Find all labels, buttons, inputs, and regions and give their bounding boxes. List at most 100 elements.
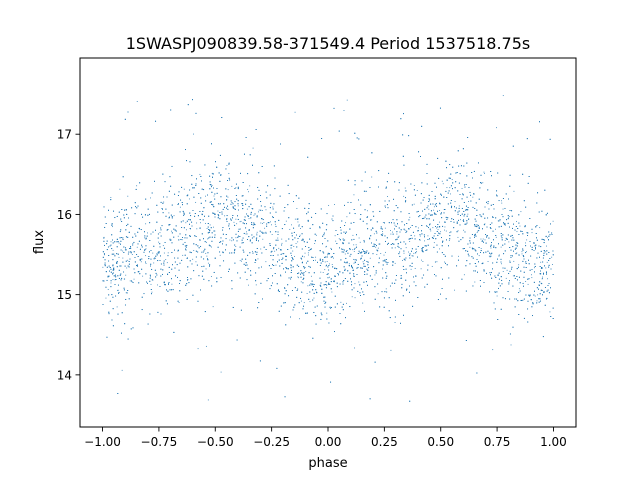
data-point — [488, 255, 490, 257]
data-point — [438, 232, 440, 234]
data-point — [116, 246, 118, 248]
data-point — [213, 195, 215, 197]
data-point — [256, 231, 258, 233]
data-point — [484, 172, 485, 174]
data-point — [163, 252, 165, 254]
data-point — [200, 222, 201, 224]
data-point — [250, 211, 252, 213]
data-point — [422, 261, 424, 262]
data-point — [411, 255, 413, 257]
data-point — [159, 232, 161, 234]
data-point — [129, 280, 131, 282]
data-point — [110, 282, 112, 284]
data-point — [334, 204, 335, 205]
data-point — [398, 246, 400, 248]
data-point — [253, 214, 255, 216]
data-point — [299, 318, 300, 320]
data-point — [494, 291, 496, 293]
data-point — [499, 220, 501, 222]
data-point — [190, 278, 192, 280]
data-point — [427, 264, 429, 266]
data-point — [178, 302, 180, 303]
data-point — [371, 219, 373, 221]
data-point — [209, 229, 211, 231]
data-point — [521, 253, 523, 255]
data-point — [153, 262, 155, 264]
data-point — [422, 250, 424, 252]
data-point — [212, 226, 214, 228]
data-point — [354, 297, 356, 299]
data-point — [390, 349, 392, 351]
data-point — [327, 254, 328, 256]
data-point — [154, 257, 156, 259]
data-point — [416, 190, 418, 191]
data-point — [330, 308, 332, 309]
data-point — [353, 244, 355, 246]
data-point — [353, 262, 355, 264]
data-point — [260, 248, 262, 250]
data-point — [171, 283, 173, 285]
data-point — [313, 297, 315, 299]
data-point — [293, 306, 295, 308]
data-point — [429, 224, 431, 226]
data-point — [377, 247, 379, 249]
data-point — [394, 224, 396, 226]
data-point — [205, 268, 207, 270]
data-point — [335, 268, 337, 269]
data-point — [376, 253, 378, 255]
data-point — [518, 254, 520, 256]
data-point — [110, 197, 112, 198]
data-point — [444, 226, 446, 228]
data-point — [394, 262, 396, 264]
data-point — [525, 280, 527, 282]
data-point — [449, 187, 451, 189]
data-point — [502, 208, 504, 210]
data-point — [150, 197, 151, 199]
data-point — [277, 237, 279, 239]
data-point — [552, 220, 554, 222]
data-point — [394, 247, 396, 249]
data-point — [509, 261, 511, 263]
data-point — [294, 218, 296, 220]
data-point — [162, 245, 164, 247]
data-point — [362, 261, 364, 263]
data-point — [410, 226, 411, 228]
data-point — [366, 210, 368, 212]
data-point — [351, 296, 353, 298]
data-point — [177, 250, 179, 252]
data-point — [536, 300, 538, 302]
data-point — [293, 246, 295, 247]
data-point — [377, 293, 379, 295]
data-point — [532, 302, 534, 303]
data-point — [334, 235, 336, 237]
data-point — [382, 268, 384, 270]
data-point — [346, 302, 347, 304]
data-point — [145, 248, 147, 250]
data-point — [294, 255, 295, 257]
data-point — [131, 254, 133, 256]
data-point — [310, 275, 312, 277]
data-point — [474, 281, 476, 283]
data-point — [527, 283, 529, 285]
data-point — [496, 127, 497, 129]
data-point — [516, 220, 517, 222]
data-point — [454, 289, 456, 291]
data-point — [211, 172, 213, 174]
data-point — [539, 227, 541, 229]
data-point — [199, 240, 201, 241]
data-point — [433, 212, 435, 214]
data-point — [403, 269, 405, 270]
data-point — [344, 239, 346, 241]
data-point — [403, 195, 405, 197]
data-point — [384, 207, 386, 208]
data-point — [118, 242, 120, 244]
data-point — [369, 257, 371, 259]
data-point — [271, 224, 272, 226]
data-point — [338, 238, 340, 240]
data-point — [136, 101, 138, 102]
data-point — [152, 279, 154, 281]
data-point — [359, 241, 361, 243]
data-point — [206, 228, 208, 229]
data-point — [457, 236, 459, 238]
data-point — [472, 285, 474, 287]
